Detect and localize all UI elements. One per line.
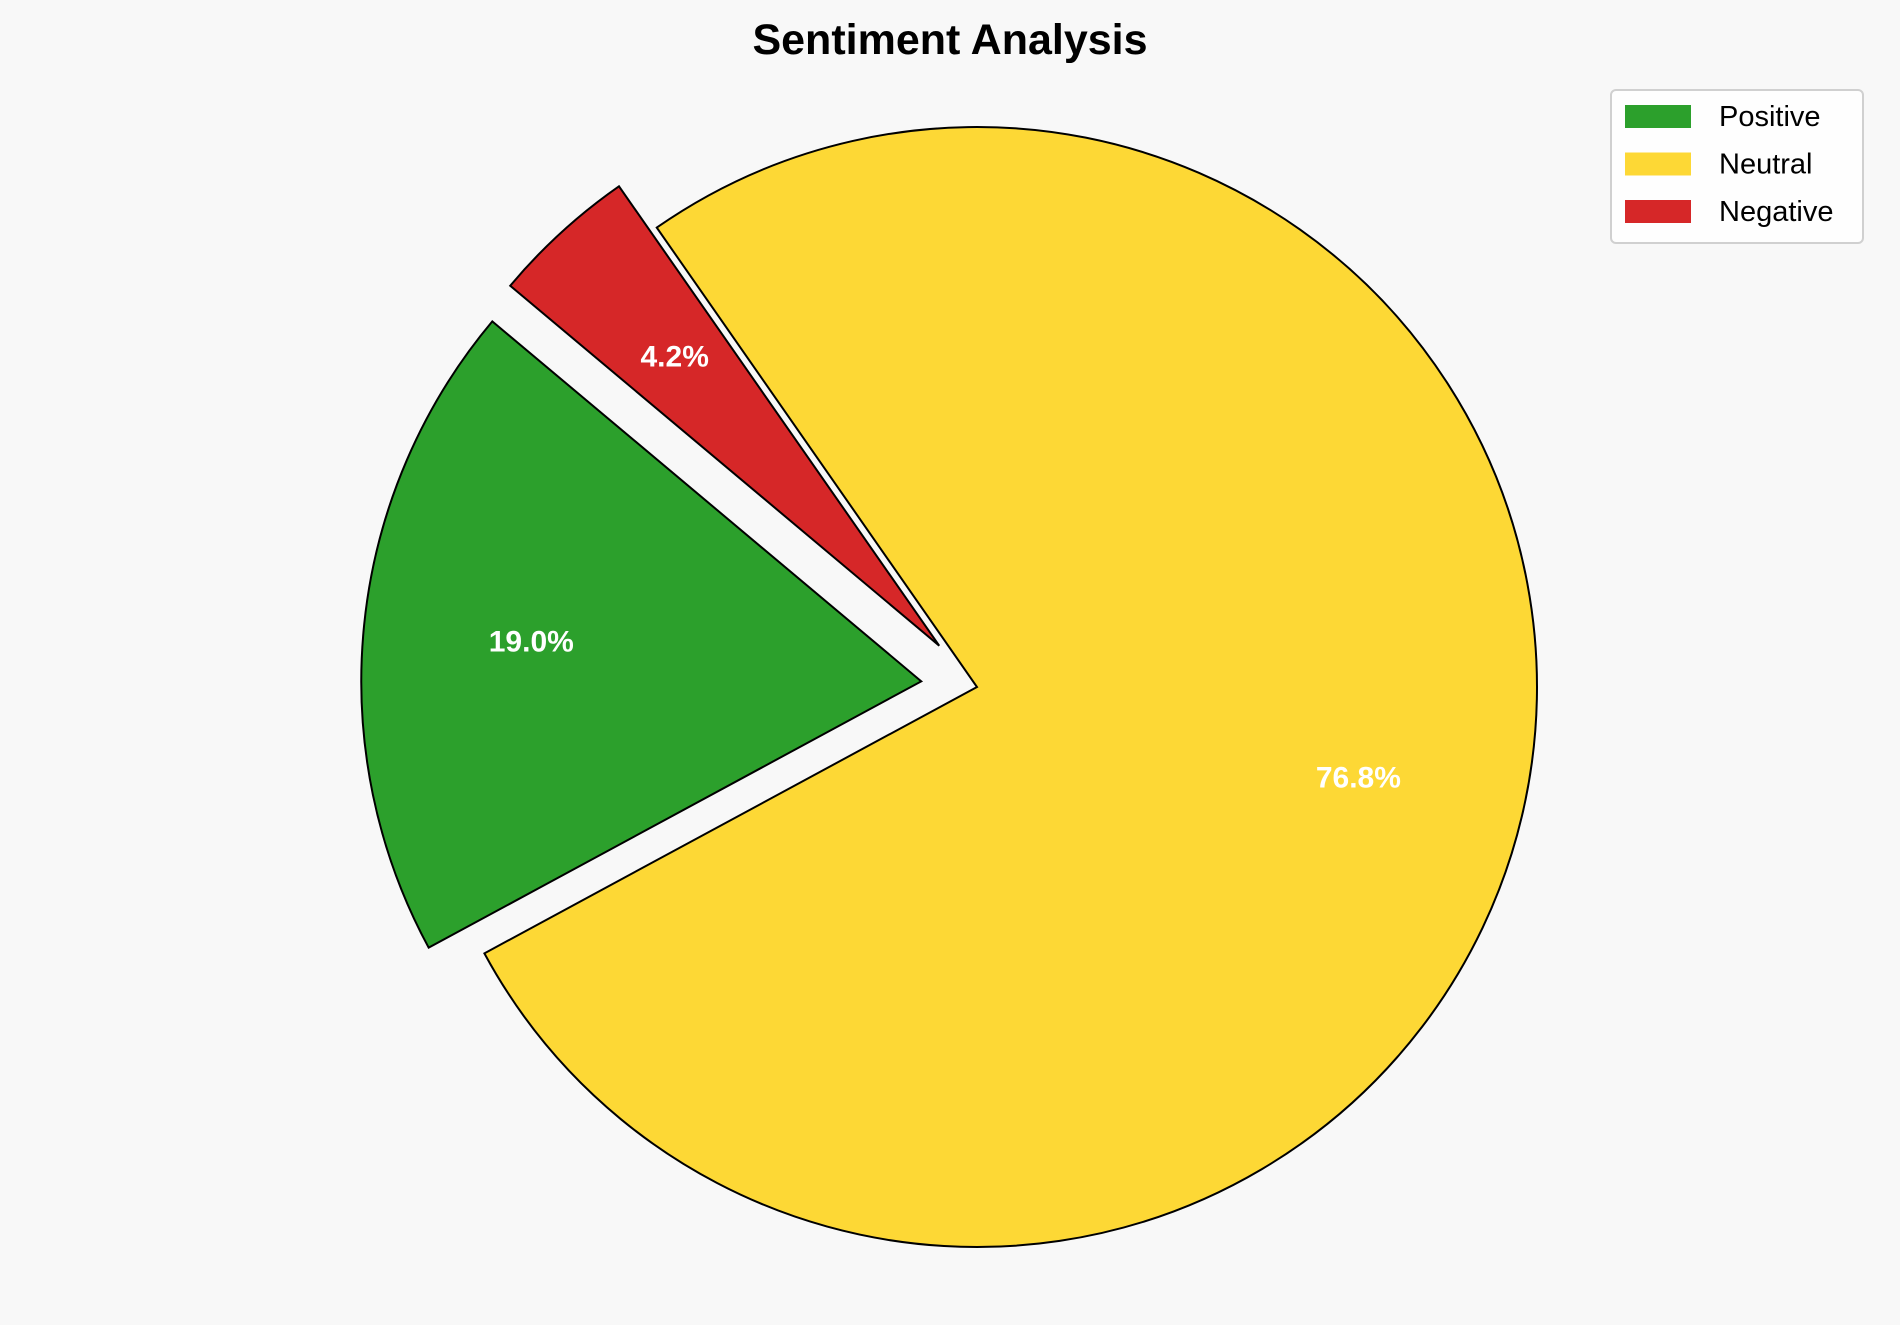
legend: Positive Neutral Negative bbox=[1610, 89, 1864, 244]
pie-slice-positive bbox=[360, 319, 924, 950]
pie-slice-neutral bbox=[483, 126, 1538, 1248]
legend-swatch-positive bbox=[1625, 105, 1691, 128]
pie-slice-negative bbox=[508, 184, 941, 647]
chart-title: Sentiment Analysis bbox=[752, 16, 1147, 64]
slice-label-negative: 4.2% bbox=[640, 340, 708, 373]
slice-label-neutral: 76.8% bbox=[1316, 762, 1401, 795]
legend-swatch-neutral bbox=[1625, 152, 1691, 176]
legend-label-positive: Positive bbox=[1719, 101, 1821, 133]
slice-label-positive: 19.0% bbox=[489, 626, 574, 659]
legend-label-negative: Negative bbox=[1719, 196, 1833, 228]
legend-label-neutral: Neutral bbox=[1719, 149, 1813, 181]
legend-swatch-negative bbox=[1625, 200, 1691, 223]
